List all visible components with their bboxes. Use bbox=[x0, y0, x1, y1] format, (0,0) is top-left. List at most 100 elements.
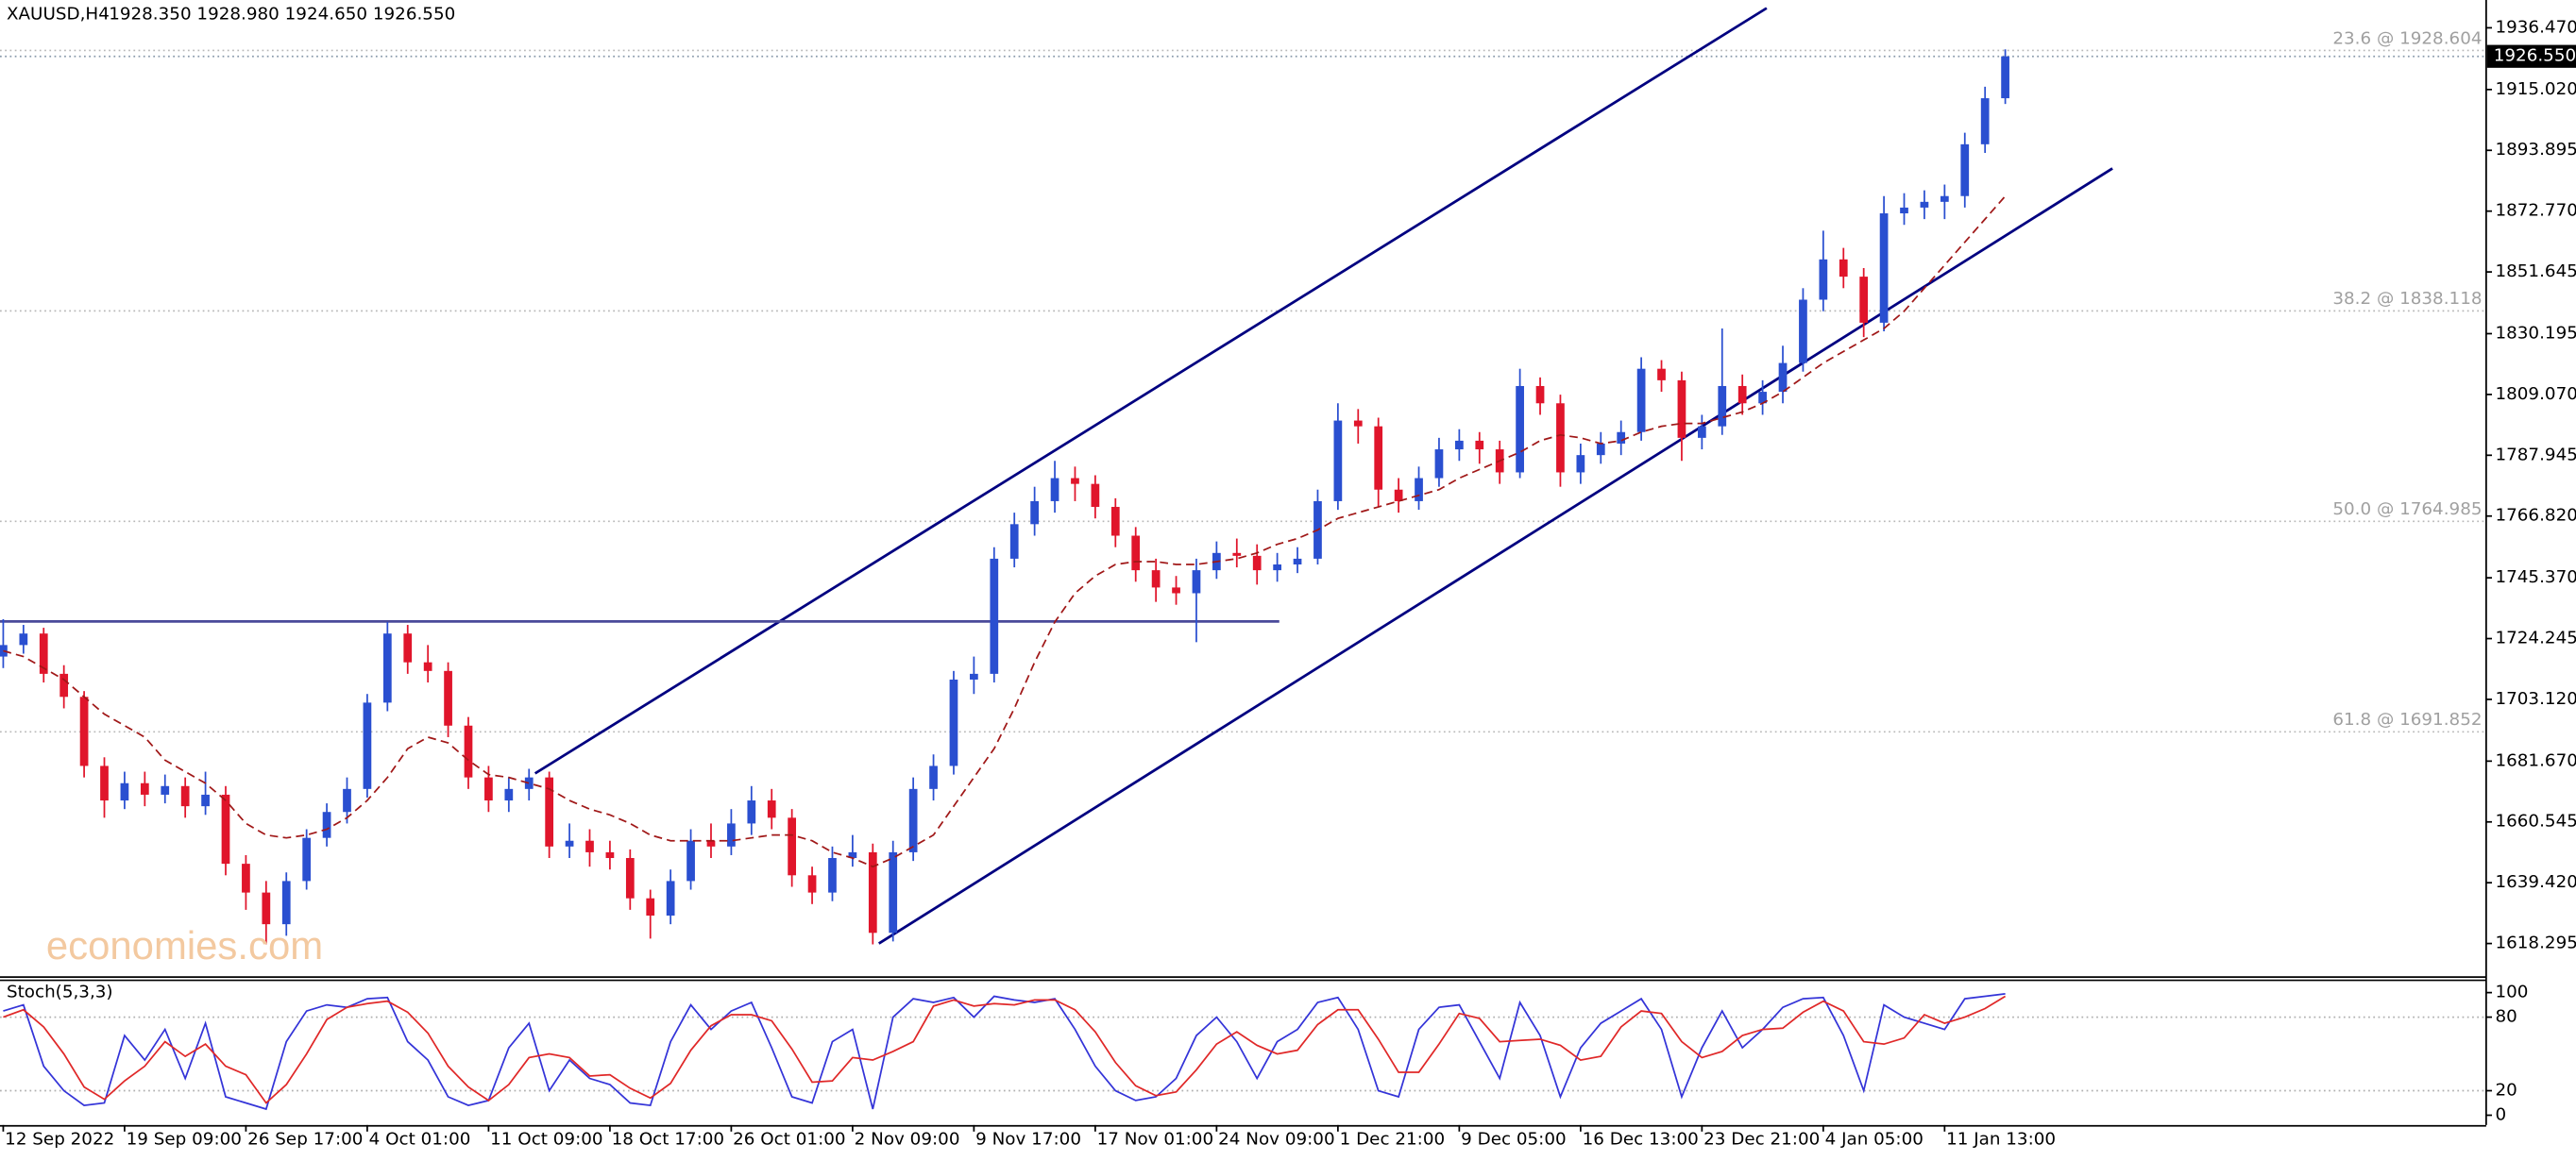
last-price-tag bbox=[2486, 44, 2576, 68]
candle-body bbox=[1394, 489, 1403, 501]
x-tick-label: 4 Jan 05:00 bbox=[1825, 1130, 1924, 1150]
candle-body bbox=[1839, 259, 1848, 278]
candle-body bbox=[1596, 443, 1605, 456]
candle-body bbox=[1455, 440, 1464, 450]
y-tick-label: 1809.070 bbox=[2495, 384, 2576, 404]
indicator-label: Stoch(5,3,3) bbox=[7, 983, 113, 1002]
candle-body bbox=[363, 702, 372, 789]
y-tick-label: 1872.770 bbox=[2495, 201, 2576, 221]
candle-body bbox=[1151, 570, 1161, 588]
candle-body bbox=[908, 788, 918, 852]
x-tick-label: 26 Sep 17:00 bbox=[247, 1130, 363, 1150]
candle-body bbox=[1556, 403, 1565, 473]
x-tick-label: 17 Nov 01:00 bbox=[1097, 1130, 1214, 1150]
candle-body bbox=[79, 697, 89, 766]
candle-body bbox=[1232, 552, 1242, 556]
candle-body bbox=[504, 788, 514, 801]
candle-body bbox=[39, 633, 48, 674]
y-tick-label: 1618.295 bbox=[2495, 934, 2576, 953]
candle-body bbox=[990, 558, 999, 674]
candle-body bbox=[889, 851, 898, 934]
y-tick-label: 1724.245 bbox=[2495, 629, 2576, 648]
candle-body bbox=[585, 840, 594, 852]
candle-body bbox=[646, 898, 655, 916]
candle-body bbox=[1799, 299, 1807, 363]
candle-body bbox=[2001, 56, 2009, 99]
stoch-line bbox=[3, 993, 2006, 1111]
x-tick-label: 19 Sep 09:00 bbox=[127, 1130, 242, 1150]
candle-body bbox=[929, 766, 938, 789]
candle-body bbox=[1516, 385, 1524, 473]
x-tick-label: 11 Oct 09:00 bbox=[490, 1130, 602, 1150]
candle-body bbox=[1353, 420, 1363, 427]
candle-body bbox=[59, 673, 69, 698]
candle-body bbox=[666, 881, 675, 916]
candle-body bbox=[302, 837, 312, 882]
x-tick-label: 11 Jan 13:00 bbox=[1946, 1130, 2056, 1150]
fib-label: 23.6 @ 1928.604 bbox=[2332, 28, 2482, 48]
candle-body bbox=[1940, 195, 1949, 202]
x-tick-label: 9 Dec 05:00 bbox=[1461, 1130, 1567, 1150]
candle-body bbox=[423, 662, 432, 671]
y-tick-label: 1851.645 bbox=[2495, 261, 2576, 281]
candle-body bbox=[1758, 392, 1767, 404]
plot-layer: 1936.470 1915.020 1893.895 1872.770 1851.645… bbox=[0, 7, 2576, 1150]
x-tick-label: 2 Nov 09:00 bbox=[855, 1130, 960, 1150]
candle-body bbox=[343, 788, 351, 813]
candle-body bbox=[161, 785, 170, 795]
y-tick-label: 1893.895 bbox=[2495, 140, 2576, 160]
candle-body bbox=[1434, 449, 1444, 479]
candle-body bbox=[848, 851, 857, 859]
candle-body bbox=[120, 782, 129, 801]
candle-body bbox=[221, 794, 230, 865]
candle-body bbox=[524, 777, 534, 789]
candle-body bbox=[807, 875, 817, 893]
candle-body bbox=[1374, 426, 1383, 490]
candle-body bbox=[1920, 201, 1929, 208]
candle-body bbox=[1415, 478, 1423, 501]
candle-body bbox=[828, 858, 837, 893]
fib-label: 61.8 @ 1691.852 bbox=[2332, 710, 2482, 730]
candle-body bbox=[1980, 98, 1990, 144]
candle-body bbox=[484, 777, 493, 801]
candle-body bbox=[1900, 207, 1908, 214]
candle-body bbox=[747, 800, 756, 824]
candle-body bbox=[868, 851, 877, 934]
candle-body bbox=[1110, 507, 1120, 536]
y-tick-label: 1936.470 bbox=[2495, 17, 2576, 37]
candle-body bbox=[1879, 213, 1889, 323]
candle-body bbox=[1131, 535, 1141, 571]
x-tick-label: 24 Nov 09:00 bbox=[1218, 1130, 1335, 1150]
candle-body bbox=[1273, 564, 1281, 571]
candle-body bbox=[464, 725, 473, 778]
candle-body bbox=[1819, 259, 1828, 300]
trend-line bbox=[534, 7, 1768, 775]
candle-body bbox=[180, 785, 190, 807]
candle-body bbox=[1475, 440, 1484, 450]
candle-body bbox=[403, 633, 413, 663]
x-tick-label: 23 Dec 21:00 bbox=[1703, 1130, 1820, 1150]
candle-body bbox=[1252, 555, 1262, 571]
candle-body bbox=[1859, 277, 1869, 323]
last-price-label: 1926.550 bbox=[2494, 46, 2576, 66]
candle-body bbox=[605, 851, 615, 859]
fib-label: 38.2 @ 1838.118 bbox=[2332, 289, 2482, 309]
candle-body bbox=[1778, 362, 1788, 393]
candle-body bbox=[1293, 558, 1302, 565]
trend-line bbox=[877, 167, 2113, 945]
x-tick-label: 18 Oct 17:00 bbox=[612, 1130, 724, 1150]
y-tick-label: 1639.420 bbox=[2495, 872, 2576, 892]
watermark: economies.com bbox=[46, 923, 323, 968]
candle-body bbox=[1677, 379, 1686, 438]
candle-body bbox=[625, 858, 635, 899]
candle-body bbox=[382, 633, 392, 703]
candle-body bbox=[545, 777, 554, 847]
x-tick-label: 4 Oct 01:00 bbox=[369, 1130, 471, 1150]
y-tick-label: 1681.670 bbox=[2495, 750, 2576, 770]
candle-body bbox=[100, 766, 109, 801]
moving-average bbox=[3, 195, 2007, 868]
y-tick-label: 1787.945 bbox=[2495, 445, 2576, 464]
candle-body bbox=[1091, 483, 1100, 508]
